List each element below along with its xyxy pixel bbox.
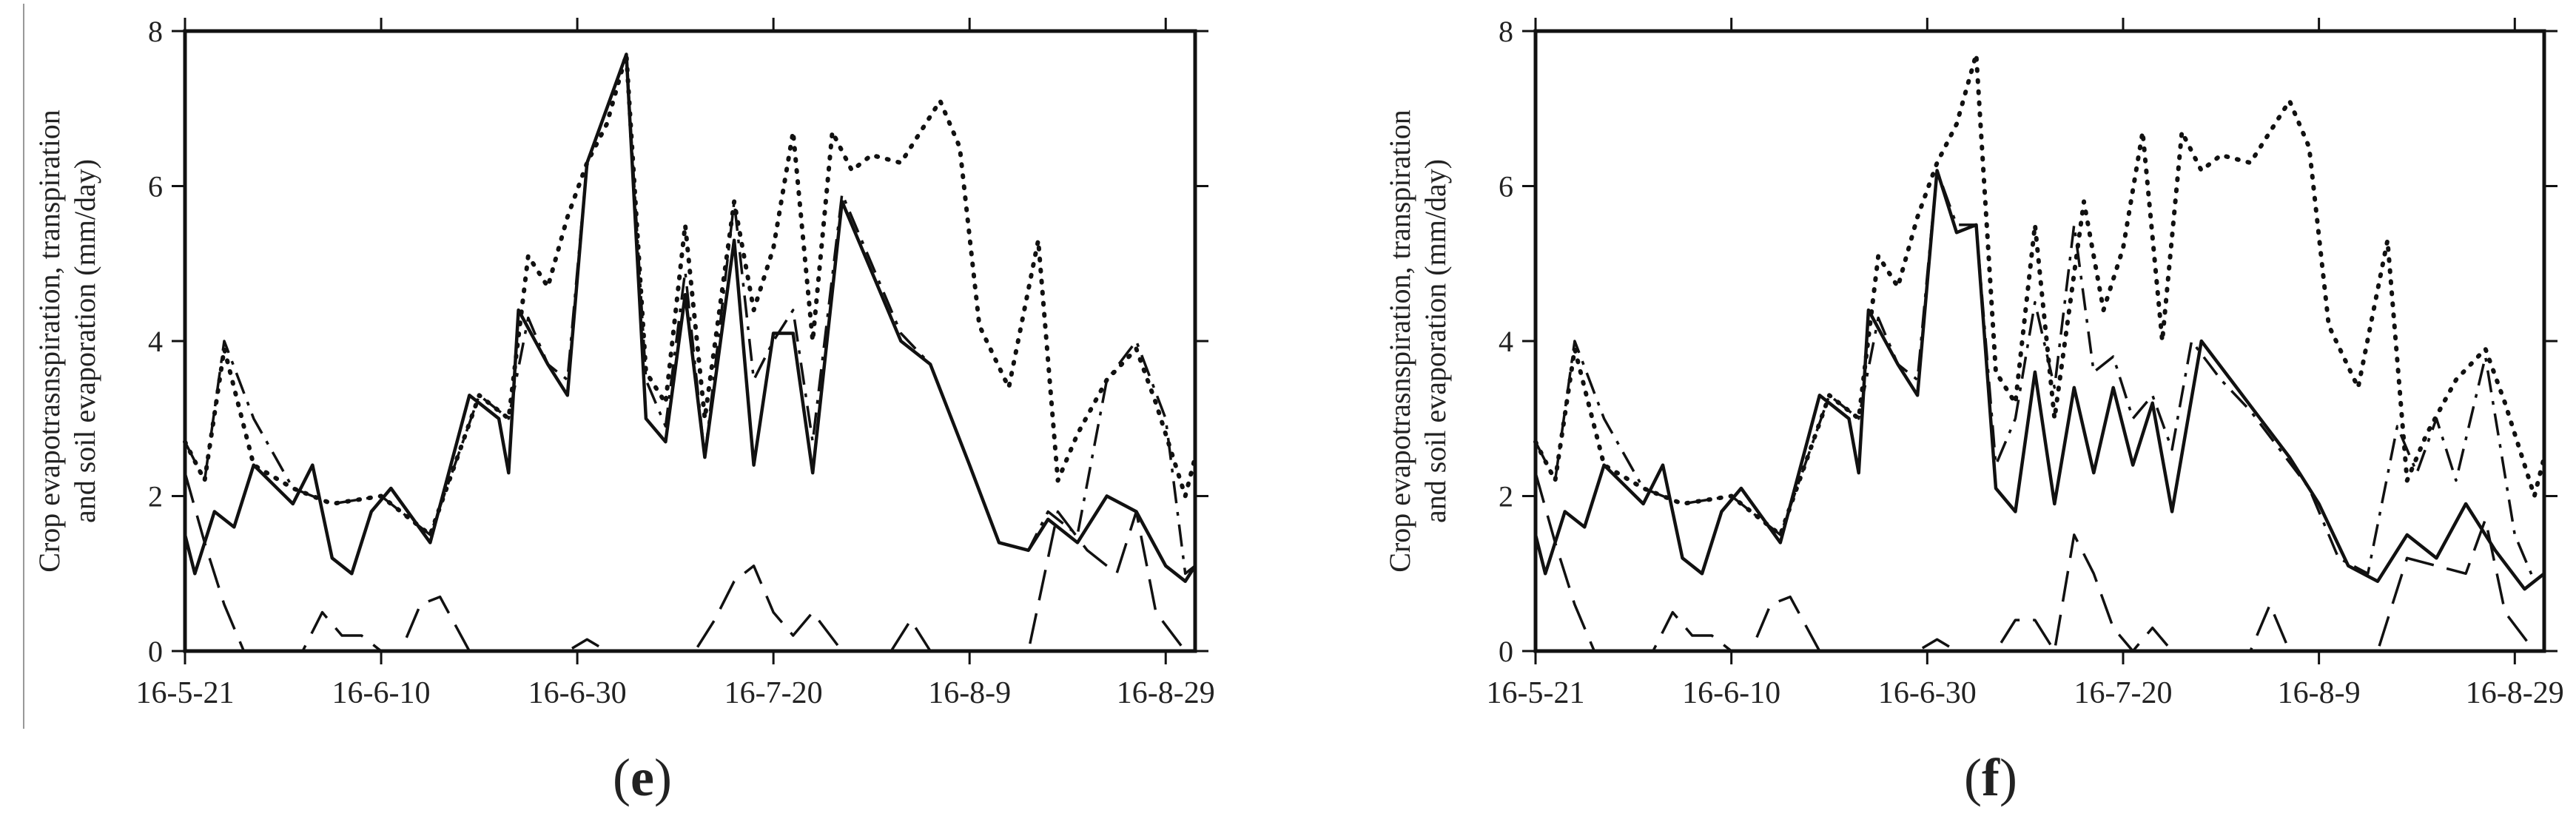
x-tick-label: 16-5-21 [136,676,235,710]
y-tick-label: 0 [148,635,163,668]
y-tick-label: 8 [148,15,163,48]
y-axis-title-line-1: Crop evapotrasnspiration, transpiration [1383,109,1416,572]
series-line-dashed [1534,472,2544,653]
y-tick-label: 0 [1499,635,1513,668]
chart-panel-e: 0 2 4 6 8 16-5-21 16-6-10 16-6-30 16-7-20 16-8-9 1… [23,4,1215,807]
x-tick-label: 16-6-30 [528,676,627,710]
x-tick-label: 16-8-29 [1117,676,1215,710]
panel-label: (f) [1964,748,2017,807]
x-tick-label: 16-7-20 [724,676,823,710]
panel-label-letter: e [630,748,654,807]
series-line-dotted [1533,52,2546,537]
x-tick-label: 16-6-30 [1878,676,1977,710]
panel-label-letter: f [1982,748,2000,807]
x-tick-label: 16-8-29 [2466,676,2564,710]
y-axis-title-line-2: and soil evaporation (mm/day) [1419,159,1452,523]
x-tick-label: 16-7-20 [2074,676,2172,710]
y-tick-label: 2 [148,480,163,513]
x-tick-label: 16-5-21 [1487,676,1585,710]
series-line-solid [183,53,1197,583]
series-line-dashed [184,472,1195,653]
y-tick-label: 6 [148,170,163,203]
y-axis-title-line-1: Crop evapotrasnspiration, transpiration [33,109,66,572]
x-tick-label: 16-6-10 [1682,676,1780,710]
y-tick-label: 6 [1499,170,1513,203]
chart-panel-f: 0 2 4 6 8 16-5-21 16-6-10 16-6-30 16-7-20 16-8-9 1… [1383,15,2564,807]
series-line-solid [1533,169,2546,591]
x-tick-label: 16-8-9 [2278,676,2361,710]
y-axis-title-line-2: and soil evaporation (mm/day) [68,159,101,523]
y-tick-label: 4 [148,325,163,358]
y-tick-label: 2 [1499,480,1513,513]
x-tick-label: 16-8-9 [928,676,1011,710]
x-tick-label: 16-6-10 [332,676,431,710]
series-line-dash-dot [184,53,1197,576]
panel-label: (e) [613,748,672,807]
series-line-dotted [183,52,1197,537]
series-line-dash-dot [1534,169,2546,583]
y-tick-label: 4 [1499,325,1513,358]
y-tick-label: 8 [1499,15,1513,48]
